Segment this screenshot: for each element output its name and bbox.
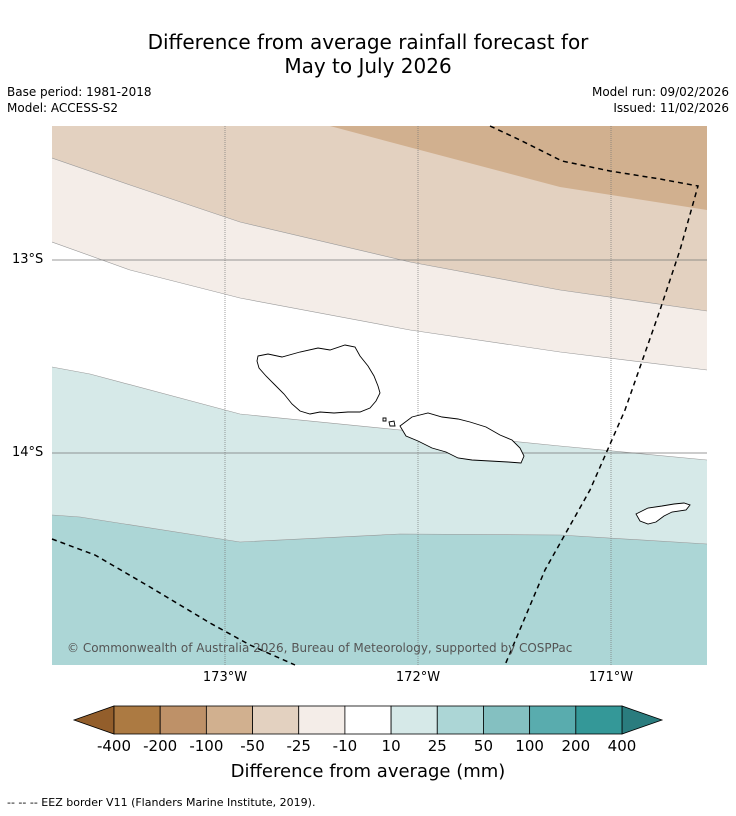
lon-label-171w: 171°W bbox=[588, 670, 634, 685]
title-line-1: Difference from average rainfall forecas… bbox=[147, 30, 589, 54]
colorbar-tick: 50 bbox=[473, 737, 493, 755]
lon-label-172w: 172°W bbox=[395, 670, 441, 685]
colorbar-swatch bbox=[113, 705, 161, 735]
issued-date: Issued: 11/02/2026 bbox=[613, 101, 729, 115]
colorbar-tick: 200 bbox=[561, 737, 591, 755]
colorbar-tick: -25 bbox=[286, 737, 311, 755]
apolima-islet bbox=[382, 417, 387, 422]
band-contours bbox=[52, 157, 707, 545]
colorbar-tick: -50 bbox=[240, 737, 265, 755]
upolu-island bbox=[399, 412, 525, 464]
colorbar-swatch bbox=[575, 705, 623, 735]
colorbar-tick: -10 bbox=[332, 737, 358, 755]
colorbar-swatch bbox=[483, 705, 531, 735]
model-name: Model: ACCESS-S2 bbox=[7, 101, 119, 115]
colorbar-low-extend bbox=[72, 705, 115, 735]
colorbar-title: Difference from average (mm) bbox=[230, 761, 506, 782]
colorbar-swatch bbox=[298, 705, 346, 735]
lon-label-173w: 173°W bbox=[202, 670, 248, 685]
colorbar bbox=[72, 705, 664, 735]
savaii-island bbox=[256, 344, 381, 415]
lat-label-13s: 13°S bbox=[12, 252, 44, 267]
colorbar-swatch bbox=[436, 705, 484, 735]
eez-border-southwest bbox=[51, 538, 296, 666]
rainfall-bands bbox=[52, 126, 707, 665]
graticule bbox=[52, 126, 707, 665]
colorbar-swatch bbox=[390, 705, 438, 735]
colorbar-swatch bbox=[159, 705, 207, 735]
colorbar-tick: -400 bbox=[96, 737, 132, 755]
colorbar-tick: 25 bbox=[427, 737, 447, 755]
eez-borders bbox=[51, 125, 699, 666]
base-period: Base period: 1981-2018 bbox=[7, 85, 152, 99]
colorbar-tick: -200 bbox=[143, 737, 178, 755]
chart-title: Difference from average rainfall forecas… bbox=[0, 30, 736, 78]
colorbar-swatch bbox=[344, 705, 392, 735]
manono-islet bbox=[388, 420, 396, 427]
colorbar-tick: 100 bbox=[515, 737, 544, 755]
meta-left: Base period: 1981-2018 Model: ACCESS-S2 bbox=[7, 84, 152, 116]
colorbar-tick: 10 bbox=[381, 737, 401, 755]
meta-right: Model run: 09/02/2026 Issued: 11/02/2026 bbox=[592, 84, 729, 116]
islands bbox=[256, 344, 691, 525]
title-line-2: May to July 2026 bbox=[284, 54, 452, 78]
tutuila-island bbox=[635, 502, 691, 525]
colorbar-tick: 400 bbox=[607, 737, 637, 755]
colorbar-tick: -100 bbox=[189, 737, 224, 755]
copyright-notice: © Commonwealth of Australia 2026, Bureau… bbox=[67, 641, 573, 655]
eez-footnote: -- -- -- EEZ border V11 (Flanders Marine… bbox=[7, 796, 316, 809]
colorbar-swatch bbox=[529, 705, 577, 735]
band-plus-25-to-50 bbox=[52, 515, 707, 665]
colorbar-swatch bbox=[252, 705, 300, 735]
model-run-date: Model run: 09/02/2026 bbox=[591, 85, 729, 99]
eez-border-north bbox=[489, 125, 699, 666]
lat-label-14s: 14°S bbox=[12, 445, 44, 460]
colorbar-high-extend bbox=[621, 705, 664, 735]
colorbar-swatch bbox=[205, 705, 253, 735]
